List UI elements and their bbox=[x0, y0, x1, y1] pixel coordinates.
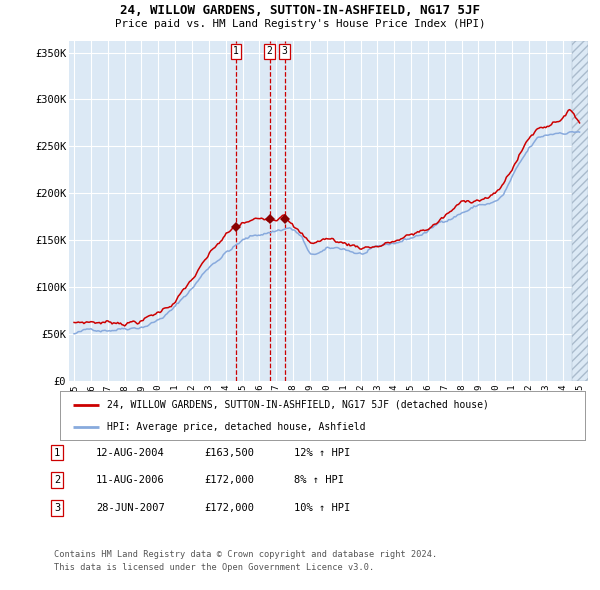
Text: £163,500: £163,500 bbox=[204, 448, 254, 457]
Text: 12-AUG-2004: 12-AUG-2004 bbox=[96, 448, 165, 457]
Text: 8% ↑ HPI: 8% ↑ HPI bbox=[294, 476, 344, 485]
Text: 1: 1 bbox=[233, 47, 239, 57]
Text: 11-AUG-2006: 11-AUG-2006 bbox=[96, 476, 165, 485]
Text: 24, WILLOW GARDENS, SUTTON-IN-ASHFIELD, NG17 5JF (detached house): 24, WILLOW GARDENS, SUTTON-IN-ASHFIELD, … bbox=[107, 399, 489, 409]
Text: Price paid vs. HM Land Registry's House Price Index (HPI): Price paid vs. HM Land Registry's House … bbox=[115, 19, 485, 29]
Text: Contains HM Land Registry data © Crown copyright and database right 2024.: Contains HM Land Registry data © Crown c… bbox=[54, 550, 437, 559]
Text: 1: 1 bbox=[54, 448, 60, 457]
Text: 2: 2 bbox=[54, 476, 60, 485]
Text: 12% ↑ HPI: 12% ↑ HPI bbox=[294, 448, 350, 457]
Polygon shape bbox=[572, 41, 588, 381]
Text: £172,000: £172,000 bbox=[204, 503, 254, 513]
Text: £172,000: £172,000 bbox=[204, 476, 254, 485]
Text: 24, WILLOW GARDENS, SUTTON-IN-ASHFIELD, NG17 5JF: 24, WILLOW GARDENS, SUTTON-IN-ASHFIELD, … bbox=[120, 4, 480, 17]
Text: HPI: Average price, detached house, Ashfield: HPI: Average price, detached house, Ashf… bbox=[107, 422, 366, 432]
Text: 2: 2 bbox=[267, 47, 272, 57]
Text: This data is licensed under the Open Government Licence v3.0.: This data is licensed under the Open Gov… bbox=[54, 563, 374, 572]
Text: 3: 3 bbox=[281, 47, 287, 57]
Text: 28-JUN-2007: 28-JUN-2007 bbox=[96, 503, 165, 513]
Text: 3: 3 bbox=[54, 503, 60, 513]
Text: 10% ↑ HPI: 10% ↑ HPI bbox=[294, 503, 350, 513]
